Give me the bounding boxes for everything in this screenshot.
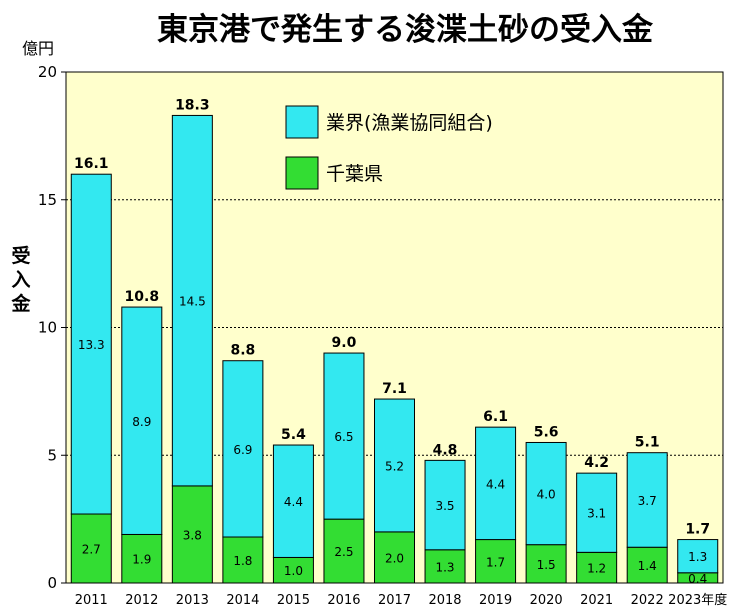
bar-segment-chiba xyxy=(70,513,112,584)
x-tick-label: 2021 xyxy=(580,593,613,608)
bar-segment-industry xyxy=(475,426,517,541)
total-label: 6.1 xyxy=(483,409,508,425)
bar-segment-industry xyxy=(222,360,264,538)
data-label-industry: 3.7 xyxy=(638,494,657,508)
data-label-industry: 3.1 xyxy=(587,507,606,521)
data-label-chiba: 2.7 xyxy=(82,543,101,557)
bar-segment-industry xyxy=(525,441,567,546)
x-tick-label: 2016 xyxy=(327,593,360,608)
data-label-chiba: 0.4 xyxy=(688,572,707,586)
bar-segment-chiba xyxy=(475,539,517,584)
total-label: 9.0 xyxy=(332,335,357,351)
unit-label: 億円 xyxy=(22,39,54,58)
x-tick-label: 2017 xyxy=(378,593,411,608)
total-label: 10.8 xyxy=(125,289,160,305)
y-tick-label: 0 xyxy=(47,574,57,592)
total-label: 16.1 xyxy=(74,156,109,172)
bar-segment-industry xyxy=(272,444,314,558)
bar-segment-industry xyxy=(374,398,415,533)
data-label-chiba: 1.2 xyxy=(587,562,606,576)
y-axis-label-char: 入 xyxy=(11,269,30,291)
chart-title: 東京港で発生する浚渫土砂の受入金 xyxy=(157,12,654,48)
data-label-industry: 3.5 xyxy=(435,499,454,513)
axes: 0 5 10 15 20 2011 2012 2013 2014 2015 2016 2017 2018… xyxy=(38,63,727,608)
data-label-chiba: 1.7 xyxy=(486,555,505,569)
data-label-industry: 5.2 xyxy=(385,459,404,473)
bar-segment-industry xyxy=(70,173,112,515)
x-tick-label: 2011 xyxy=(75,593,108,608)
data-label-industry: 4.4 xyxy=(486,477,505,491)
bar-segment-industry xyxy=(424,459,466,551)
data-label-chiba: 1.9 xyxy=(132,553,151,567)
y-tick-label: 20 xyxy=(38,63,57,81)
legend-label: 千葉県 xyxy=(326,163,383,185)
data-label-industry: 4.4 xyxy=(284,495,303,509)
data-label-chiba: 2.5 xyxy=(334,545,353,559)
bar-segment-chiba xyxy=(323,518,365,584)
y-tick-label: 15 xyxy=(38,191,57,209)
data-label-chiba: 3.8 xyxy=(183,528,202,542)
x-tick-label: 2014 xyxy=(226,593,259,608)
total-label: 1.7 xyxy=(685,522,710,538)
total-label: 18.3 xyxy=(175,97,210,113)
bar-segment-chiba xyxy=(626,546,668,584)
legend-label: 業界(漁業協同組合) xyxy=(326,112,493,134)
plot-frame xyxy=(65,71,724,584)
data-label-chiba: 1.3 xyxy=(435,560,454,574)
total-label: 8.8 xyxy=(230,343,255,359)
y-axis-label: 受入金 xyxy=(10,244,31,315)
data-label-industry: 14.5 xyxy=(179,295,206,309)
total-label: 4.8 xyxy=(433,442,458,458)
legend-swatch xyxy=(285,105,319,139)
x-tick-label: 2018 xyxy=(428,593,461,608)
total-label: 5.6 xyxy=(534,424,559,440)
data-label-chiba: 2.0 xyxy=(385,551,404,565)
x-tick-label: 2019 xyxy=(479,593,512,608)
x-tick-label: 2023年度 xyxy=(668,592,727,608)
y-axis-label-char: 受 xyxy=(11,244,30,267)
y-tick-label: 10 xyxy=(38,319,57,337)
bar-segment-chiba xyxy=(222,536,264,584)
data-label-chiba: 1.0 xyxy=(284,564,303,578)
bars: 2.7 13.3 16.1 1.9 8.9 10.8 3.8 14.5 18.3 1.8 6.9 8.… xyxy=(70,97,719,586)
x-tick-label: 2015 xyxy=(277,593,310,608)
bar-segment-industry xyxy=(576,472,618,553)
total-label: 4.2 xyxy=(584,455,609,471)
y-tick-label: 5 xyxy=(47,446,57,464)
total-label: 5.4 xyxy=(281,427,306,443)
data-label-industry: 8.9 xyxy=(132,415,151,429)
bar-segment-chiba xyxy=(525,544,567,584)
data-label-chiba: 1.8 xyxy=(233,554,252,568)
total-label: 7.1 xyxy=(382,381,407,397)
bar-segment-industry xyxy=(121,306,163,535)
legend-swatch xyxy=(285,156,319,190)
x-tick-label: 2013 xyxy=(176,593,209,608)
y-axis-label-char: 金 xyxy=(10,292,31,315)
x-tick-label: 2020 xyxy=(530,593,563,608)
legend: 業界(漁業協同組合) 千葉県 xyxy=(285,105,493,190)
x-tick-label: 2012 xyxy=(125,593,158,608)
data-label-industry: 1.3 xyxy=(688,550,707,564)
bar-segment-industry xyxy=(626,452,668,548)
bar-segment-chiba xyxy=(272,556,314,584)
data-label-industry: 4.0 xyxy=(537,488,556,502)
bar-segment-industry xyxy=(171,114,213,487)
x-tick-label: 2022 xyxy=(631,593,664,608)
data-label-industry: 13.3 xyxy=(78,338,105,352)
data-label-industry: 6.5 xyxy=(334,430,353,444)
data-label-industry: 6.9 xyxy=(233,443,252,457)
total-label: 5.1 xyxy=(635,435,660,451)
data-label-chiba: 1.4 xyxy=(638,559,657,573)
bar-segment-industry xyxy=(323,352,365,520)
bar-segment-chiba xyxy=(374,531,415,584)
bar-segment-industry xyxy=(677,539,719,574)
data-label-chiba: 1.5 xyxy=(537,558,556,572)
